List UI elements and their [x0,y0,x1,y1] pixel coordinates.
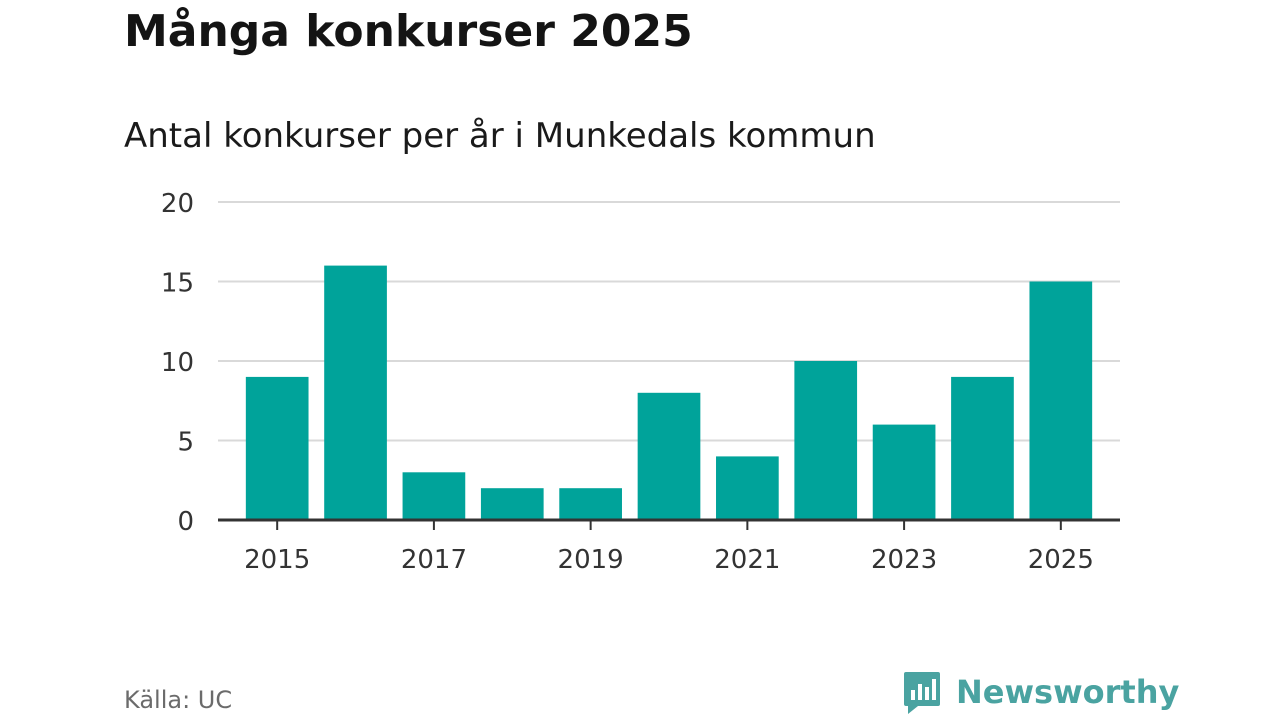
x-tick-label-2021: 2021 [714,545,780,575]
bar-2017 [402,472,466,520]
y-tick-label-5: 5 [177,428,194,458]
bar-2020 [637,392,701,520]
bar-2015 [245,376,309,520]
newsworthy-logo-icon [904,672,940,714]
bar-2025 [1029,281,1093,520]
x-tick-label-2015: 2015 [244,545,310,575]
bar-2021 [716,456,779,520]
bar-2016 [324,265,387,520]
x-tick-label-2017: 2017 [401,545,467,575]
chart-title: Många konkurser 2025 [124,6,693,57]
x-tick-label-2019: 2019 [558,545,624,575]
y-tick-label-20: 20 [161,189,194,219]
newsworthy-logo: Newsworthy [902,670,1179,714]
y-tick-label-15: 15 [161,269,194,299]
bar-2018 [480,488,544,520]
y-tick-label-0: 0 [177,507,194,537]
chart-subtitle: Antal konkurser per år i Munkedals kommu… [124,116,876,156]
brand-name: Newsworthy [956,673,1180,711]
y-tick-label-10: 10 [161,348,194,378]
bar-2024 [951,376,1014,520]
bar-2019 [559,488,622,520]
bar-2022 [794,361,858,520]
bar-2023 [872,424,936,520]
x-tick-label-2023: 2023 [871,545,937,575]
x-tick-label-2025: 2025 [1028,545,1094,575]
source-note: Källa: UC [124,686,233,714]
